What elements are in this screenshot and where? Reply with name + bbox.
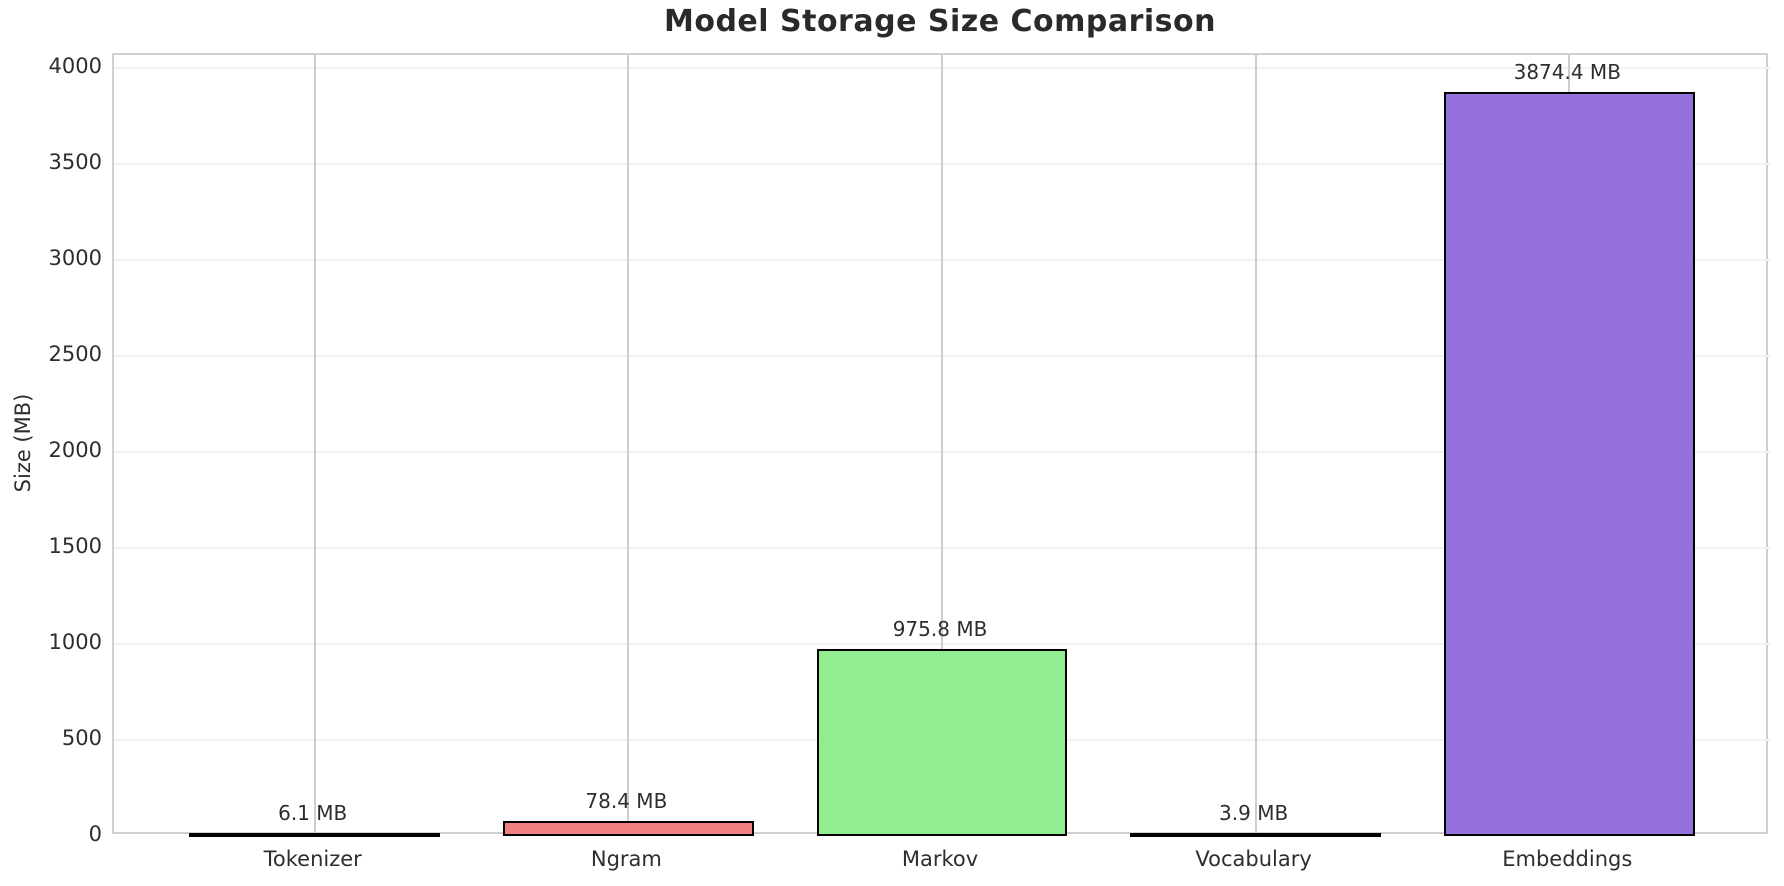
bar-value-label: 6.1 MB (278, 801, 348, 825)
y-tick-label: 2000 (48, 438, 102, 463)
bar-vocabulary (1130, 833, 1382, 837)
gridline-vertical (313, 55, 316, 836)
y-tick-label: 3500 (48, 150, 102, 175)
x-tick-label: Ngram (590, 847, 662, 871)
y-tick-label: 0 (88, 822, 102, 846)
bar-value-label: 3.9 MB (1219, 801, 1289, 825)
y-tick-label: 500 (61, 726, 102, 750)
gridline-vertical (627, 55, 630, 836)
plot-area (112, 53, 1770, 837)
bar-embeddings (1443, 92, 1695, 836)
bar-tokenizer (189, 833, 441, 837)
gridline-vertical (941, 55, 943, 836)
y-tick-label: 4000 (48, 54, 102, 79)
x-tick-label: Markov (901, 847, 979, 871)
y-tick-label: 1500 (48, 534, 102, 559)
y-tick-label: 3000 (48, 246, 102, 271)
bar-ngram (502, 820, 754, 836)
x-tick-label: Vocabulary (1195, 847, 1312, 871)
bar-value-label: 78.4 MB (585, 788, 668, 813)
gridline-vertical (1254, 55, 1257, 836)
x-tick-label: Embeddings (1502, 847, 1633, 871)
chart-title: Model Storage Size Comparison (663, 4, 1217, 39)
y-tick-label: 1000 (48, 630, 102, 654)
x-tick-label: Tokenizer (263, 847, 362, 871)
bar-markov (816, 648, 1068, 836)
y-tick-label: 2500 (48, 342, 102, 367)
bar-value-label: 3874.4 MB (1513, 60, 1621, 85)
bar-value-label: 975.8 MB (892, 616, 988, 641)
